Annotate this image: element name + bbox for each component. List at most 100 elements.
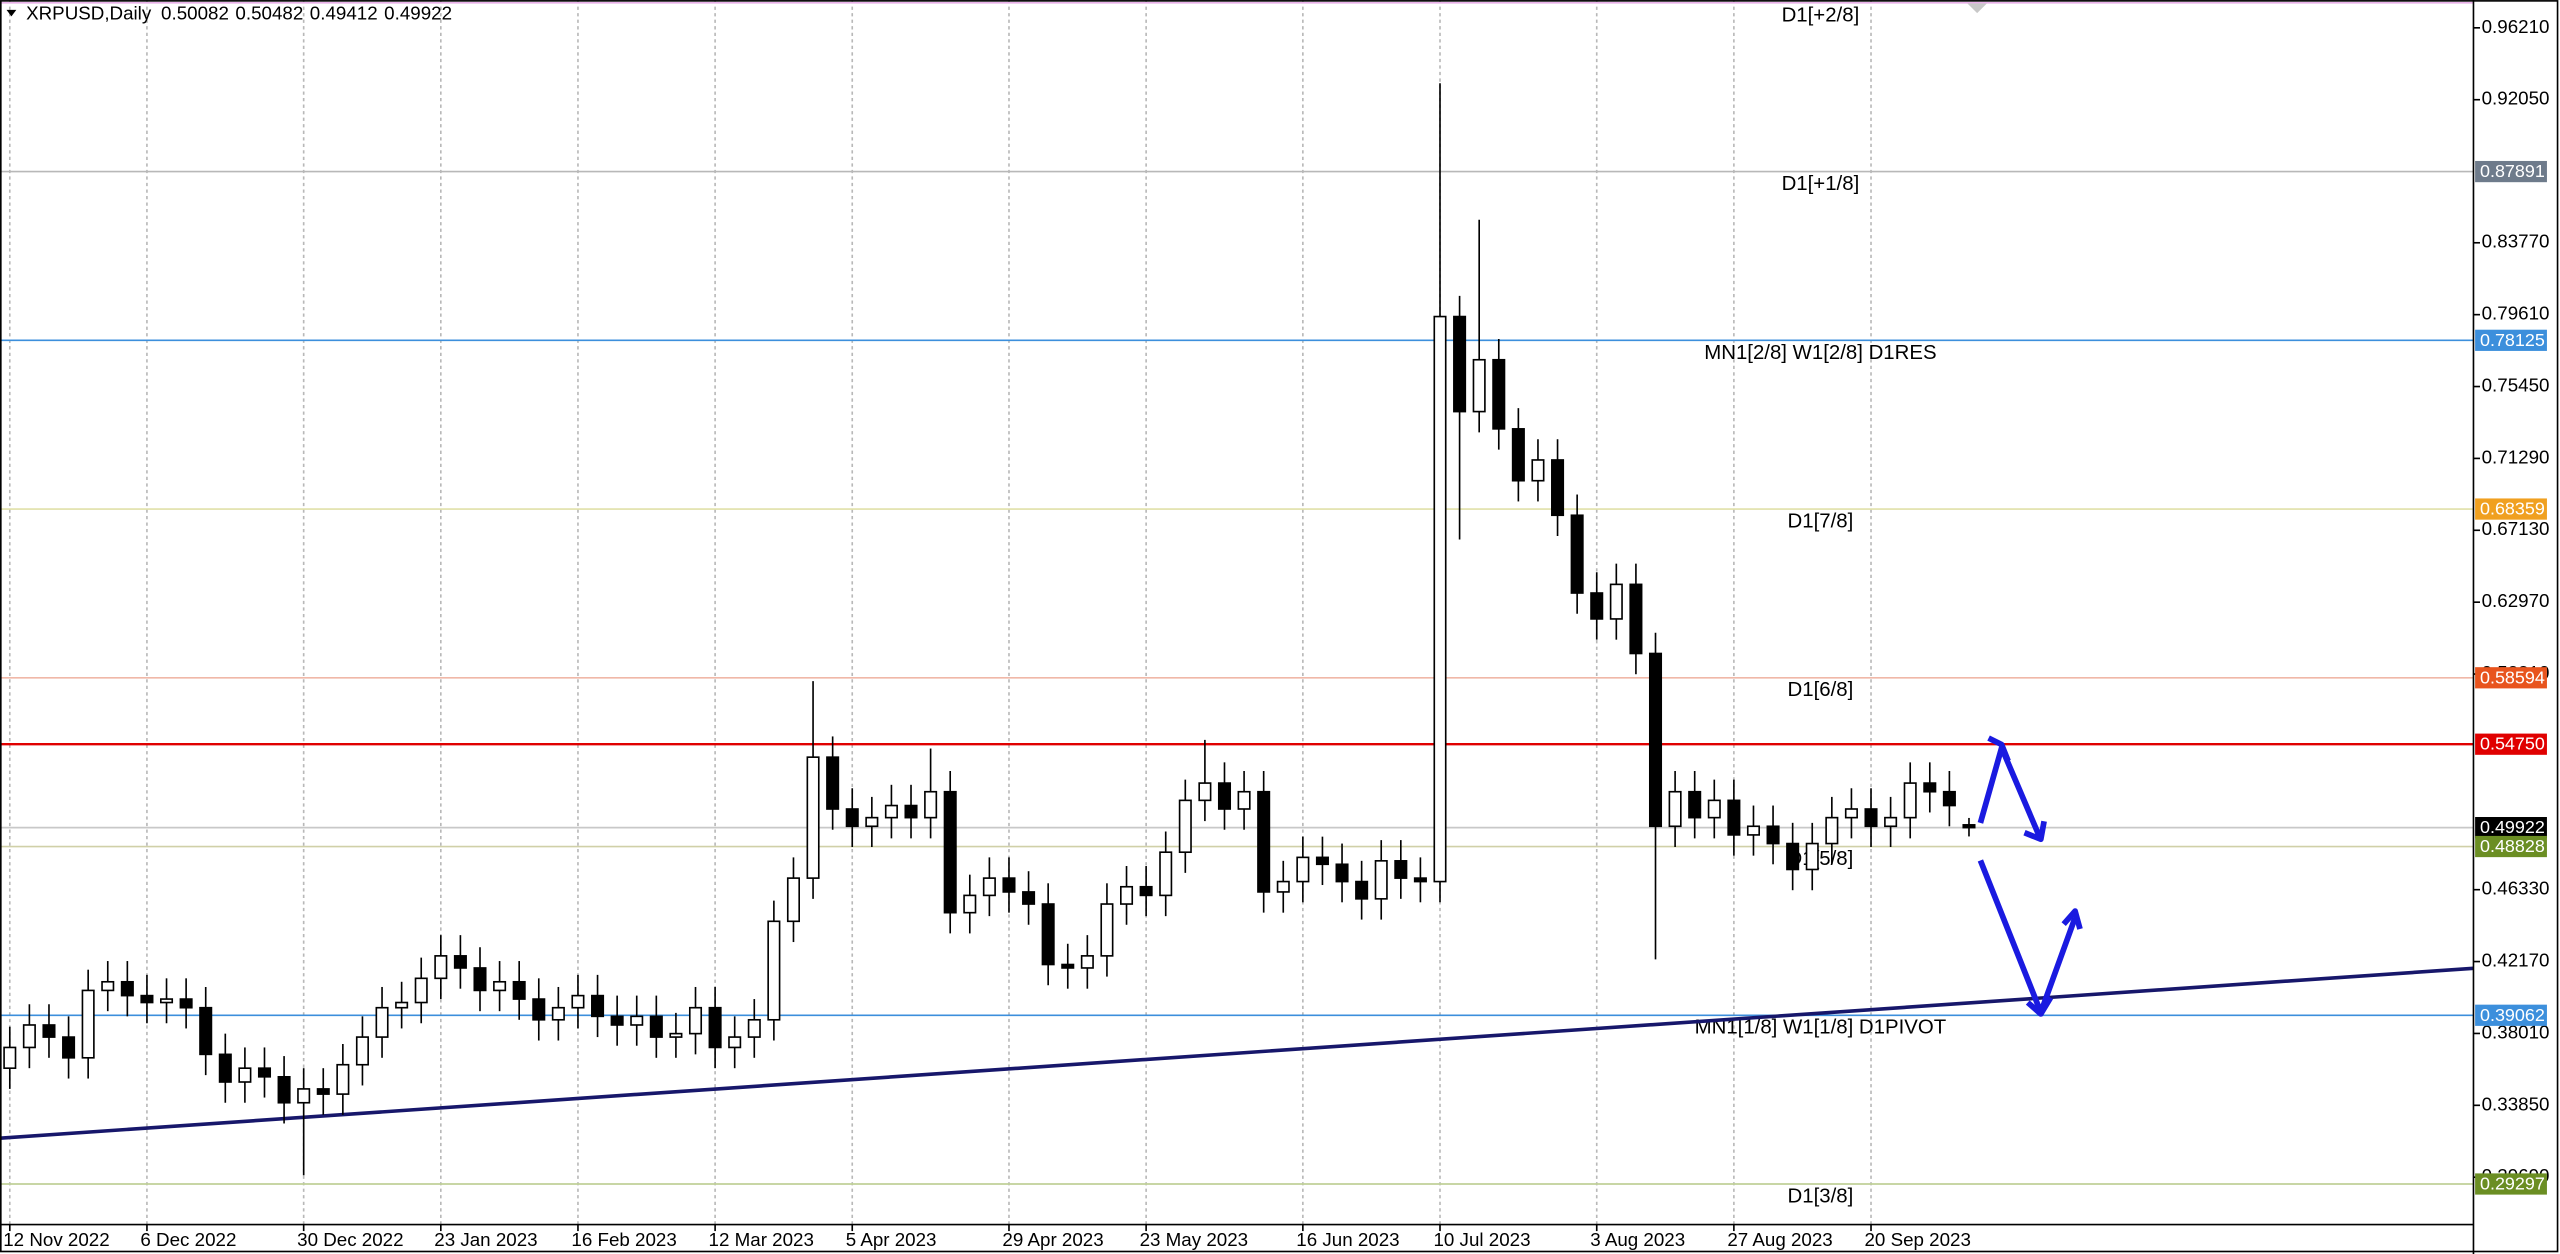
close: 0.49922 (384, 3, 452, 24)
candle-body (1159, 851, 1173, 897)
price-tag-label: 0.48828 (2480, 836, 2545, 856)
candle-body (62, 1036, 76, 1059)
candle-body (1551, 459, 1565, 517)
candle-body (688, 1006, 703, 1035)
x-tick-label: 3 Aug 2023 (1590, 1229, 1685, 1250)
candle-body (1962, 824, 1976, 829)
candle-body (1766, 825, 1780, 845)
price-tag-label: 0.78125 (2480, 330, 2545, 350)
arrow-head (2025, 996, 2054, 1017)
price-tag-label: 0.68359 (2480, 499, 2545, 519)
arrow-head (2061, 908, 2083, 930)
x-tick-label: 5 Apr 2023 (846, 1229, 937, 1250)
x-tick-label: 16 Jun 2023 (1296, 1229, 1399, 1250)
candle-body (1374, 860, 1388, 900)
candle-body (551, 1006, 565, 1021)
candle-body (3, 1046, 17, 1069)
candle-body (22, 1024, 36, 1049)
open: 0.50082 (161, 3, 229, 24)
candle-body (1746, 825, 1761, 836)
arrow-head (1987, 735, 2011, 762)
candle-body (414, 977, 428, 1004)
x-tick-label: 23 Jan 2023 (434, 1229, 537, 1250)
price-tag-label: 0.29297 (2480, 1174, 2545, 1194)
candle-body (982, 877, 996, 897)
y-tick-label: 0.38010 (2482, 1021, 2550, 1042)
candle-body (1590, 592, 1604, 620)
x-tick-label: 30 Dec 2022 (297, 1229, 403, 1250)
candle-body (1727, 799, 1741, 836)
candle-body (257, 1067, 272, 1078)
level-label: D1[7/8] (1788, 511, 1854, 533)
y-tick-label: 0.67130 (2482, 518, 2550, 539)
arrow-head (2023, 820, 2047, 843)
price-tag (2475, 733, 2547, 755)
candle-body (81, 989, 95, 1059)
candle-body (1570, 514, 1584, 594)
candle-body (1120, 885, 1134, 905)
x-tick-label: 23 May 2023 (1140, 1229, 1249, 1250)
candle-body (1315, 856, 1329, 866)
candle-body (1139, 885, 1153, 897)
price-tag (2475, 667, 2547, 689)
candle-body (610, 1015, 624, 1026)
y-tick-label: 0.75450 (2482, 374, 2550, 395)
level-label: D1[5/8] (1788, 848, 1854, 870)
candle-body (630, 1015, 644, 1026)
price-tag (2475, 329, 2547, 351)
price-tag-label: 0.87891 (2480, 161, 2545, 181)
candle-body (747, 1018, 761, 1038)
candle-body (1903, 782, 1917, 819)
y-tick-label: 0.83770 (2482, 231, 2550, 252)
x-tick-label: 27 Aug 2023 (1727, 1229, 1832, 1250)
candle-body (1472, 358, 1486, 413)
candle-body (786, 877, 800, 923)
candle-body (1805, 842, 1819, 871)
level-label: D1[3/8] (1788, 1185, 1854, 1207)
candle-body (1217, 782, 1232, 810)
candle-body (963, 894, 977, 914)
level-label: D1[+2/8] (1782, 4, 1860, 26)
y-tick-label: 0.92050 (2482, 88, 2550, 109)
candle-body (924, 790, 938, 819)
candle-body (1688, 790, 1702, 819)
candle-body (336, 1063, 350, 1095)
candle-body (708, 1006, 722, 1049)
candle-body (1648, 652, 1663, 828)
candle-body (473, 967, 487, 992)
level-label: MN1[1/8] W1[1/8] D1PIVOT (1695, 1017, 1947, 1039)
candle-body (1237, 790, 1251, 810)
candle-body (493, 980, 507, 992)
candle-body (355, 1036, 369, 1066)
candle-body (865, 816, 879, 828)
candle-body (1453, 315, 1467, 413)
candle-body (316, 1088, 330, 1095)
candle-body (1061, 963, 1075, 969)
candle-body (884, 804, 898, 819)
candle-body (1257, 790, 1271, 893)
price-tag (2475, 1004, 2547, 1026)
candle-body (218, 1053, 232, 1083)
level-label: D1[+1/8] (1782, 173, 1860, 195)
candle-body (140, 994, 154, 1004)
price-tag-label: 0.49922 (2480, 817, 2545, 837)
header: XRPUSD,Daily 0.50082 0.50482 0.49412 0.49922 (26, 3, 452, 24)
candle-body (1942, 790, 1956, 807)
level-label: D1[6/8] (1788, 679, 1854, 701)
candle-body (1884, 816, 1898, 828)
candle-body (1080, 955, 1094, 969)
candle-body (1355, 880, 1369, 900)
y-tick-label: 0.96210 (2482, 16, 2550, 37)
candle-body (904, 804, 918, 819)
candle-body (1786, 842, 1800, 871)
candle-body (434, 955, 448, 980)
candle-body (1629, 583, 1643, 655)
candle-body (1394, 860, 1408, 879)
candle-body (1707, 799, 1721, 819)
x-tick-label: 12 Mar 2023 (709, 1229, 814, 1250)
candle-body (1413, 877, 1427, 883)
candle-body (1433, 315, 1447, 883)
candle-body (1864, 808, 1878, 828)
